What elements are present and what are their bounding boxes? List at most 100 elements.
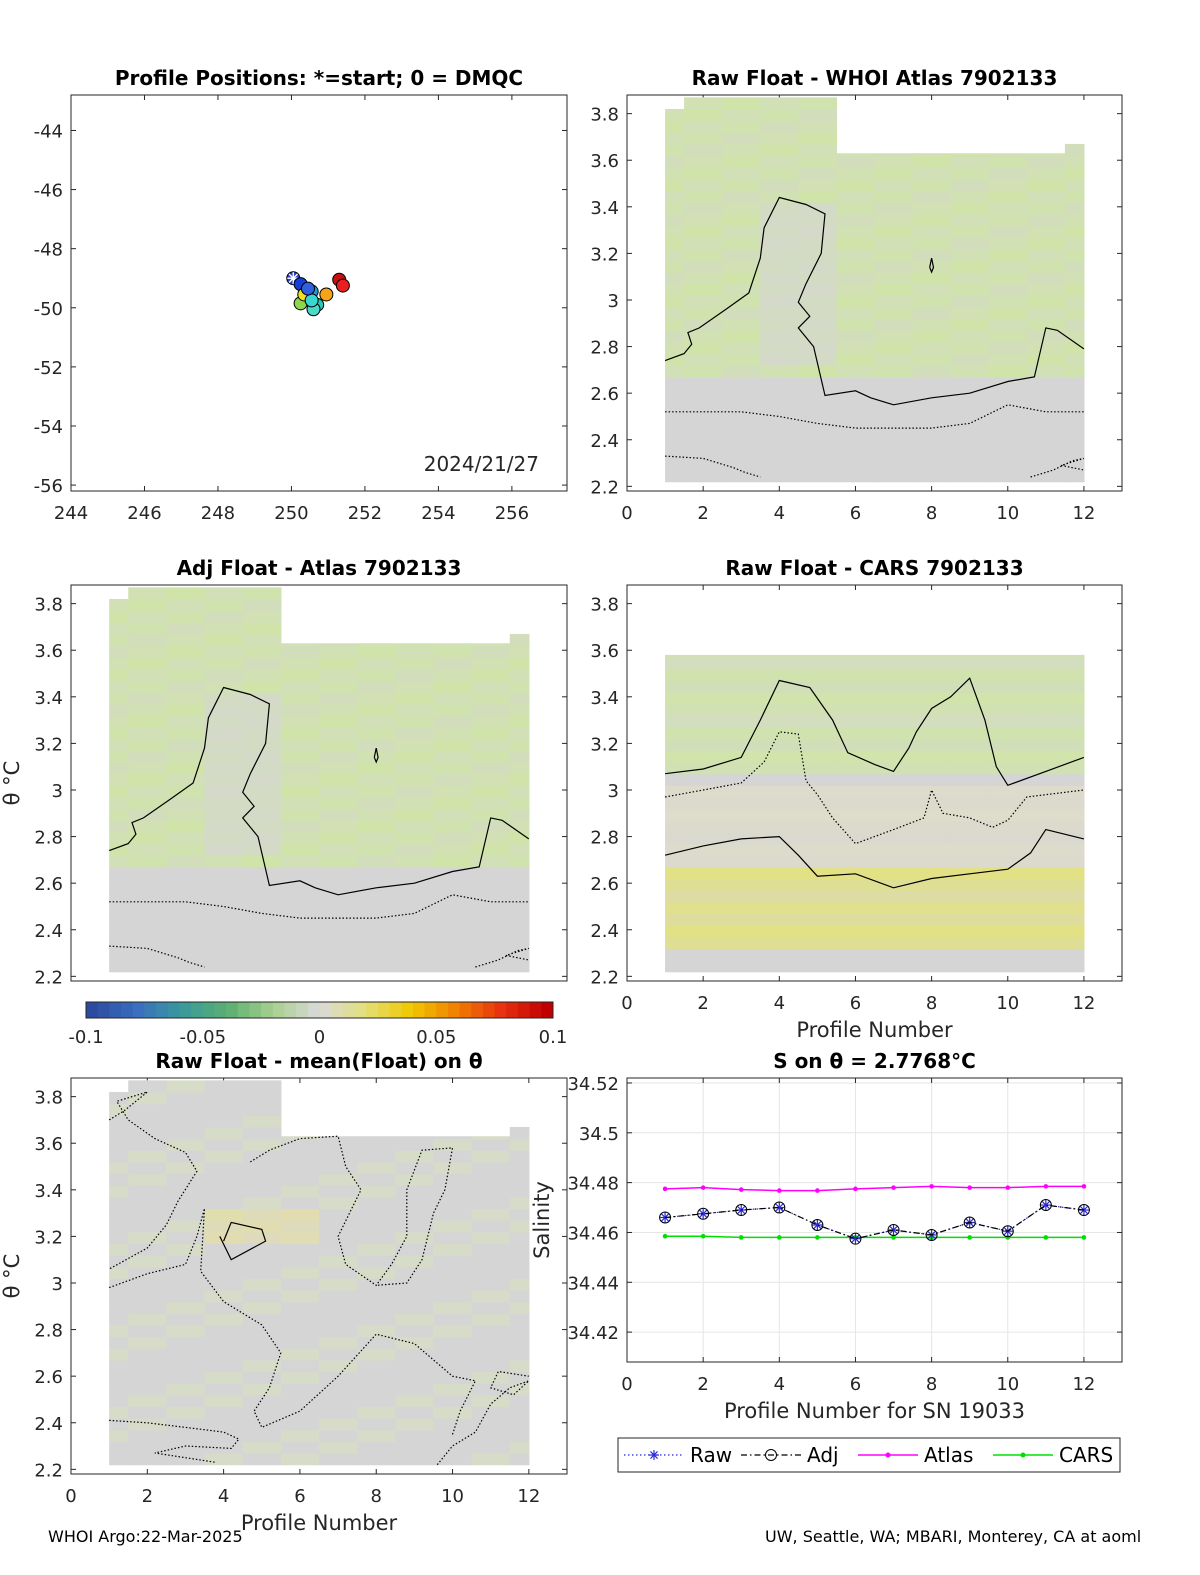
heatmap-cell [1026, 470, 1066, 483]
heatmap-cell [950, 283, 990, 296]
heatmap-cell [204, 727, 244, 740]
heatmap-cell [684, 306, 723, 320]
series-point-raw [661, 1213, 670, 1222]
heatmap-cell [109, 1091, 129, 1105]
series-point-adj [773, 1201, 786, 1214]
heatmap-cell [950, 715, 990, 728]
heatmap-cell [665, 855, 685, 868]
heatmap-cell [988, 446, 1028, 459]
heatmap-cell [950, 237, 990, 250]
heatmap-cell [665, 365, 685, 378]
heatmap-cell [798, 750, 838, 763]
heatmap-cell [836, 727, 876, 740]
heatmap-cell [128, 645, 167, 658]
heatmap-cell [280, 948, 320, 961]
heatmap-cell [109, 831, 129, 845]
heatmap-cell [722, 866, 761, 880]
heatmap-cell [204, 948, 244, 961]
heatmap-cell [988, 411, 1028, 425]
colorbar-cell [529, 1002, 542, 1018]
heatmap-cell [665, 913, 685, 926]
heatmap-cell [760, 97, 799, 110]
heatmap-cell [357, 948, 396, 961]
heatmap-cell [204, 843, 244, 856]
heatmap-cell [357, 645, 396, 658]
heatmap-cell [242, 820, 282, 833]
heatmap-cell [242, 1429, 282, 1442]
heatmap-cell [1026, 680, 1066, 693]
heatmap-cell [280, 1255, 320, 1268]
heatmap-cell [760, 738, 799, 751]
heatmap-cell [166, 622, 206, 635]
heatmap-cell [128, 1371, 167, 1384]
heatmap-cell [509, 1418, 530, 1431]
heatmap-cell [471, 1136, 511, 1140]
heatmap-cell [798, 738, 838, 751]
heatmap-cell [319, 703, 358, 717]
heatmap-cell [988, 248, 1028, 261]
heatmap-cell [1026, 155, 1066, 168]
heatmap-cell [912, 330, 952, 343]
heatmap-cell [319, 1289, 358, 1303]
heatmap-cell [109, 645, 129, 658]
heatmap-cell [357, 762, 396, 775]
heatmap-cell [166, 692, 206, 705]
heatmap-cell [874, 435, 914, 448]
y-tick-label: 34.46 [567, 1223, 619, 1244]
y-tick-label: 2.2 [590, 967, 619, 988]
heatmap-cell [109, 1138, 129, 1151]
heatmap-cell [280, 901, 320, 915]
y-tick-label: 34.52 [567, 1074, 619, 1095]
heatmap-cell [722, 330, 761, 343]
heatmap-cell [109, 1185, 129, 1198]
heatmap-cell [166, 633, 206, 647]
heatmap-cell [242, 1359, 282, 1373]
heatmap-cell [836, 178, 876, 192]
heatmap-cell [1026, 820, 1066, 833]
heatmap-cell [950, 423, 990, 436]
heatmap-cell [242, 773, 282, 786]
heatmap-cell [665, 762, 685, 775]
heatmap-cell [684, 400, 723, 413]
heatmap-cell [395, 680, 435, 693]
heatmap-cell [109, 1429, 129, 1442]
heatmap-cell [242, 948, 282, 961]
heatmap-cell [950, 470, 990, 483]
heatmap-cell [433, 925, 473, 938]
heatmap-cell [1026, 318, 1066, 331]
heatmap-cell [357, 866, 396, 880]
heatmap-cell [395, 1429, 435, 1442]
heatmap-cell [760, 866, 799, 880]
heatmap-cell [319, 645, 358, 658]
heatmap-cell [242, 1394, 282, 1408]
heatmap-cell [166, 1336, 206, 1349]
heatmap-cell [1064, 178, 1085, 192]
heatmap-cell [395, 1220, 435, 1233]
contour-line [108, 686, 530, 896]
heatmap-cell [665, 190, 685, 203]
heatmap-cell [109, 762, 129, 775]
x-tick-label: 12 [517, 1486, 540, 1507]
heatmap-cell [950, 330, 990, 343]
heatmap-cell [166, 587, 206, 600]
heatmap-cell [166, 1371, 206, 1384]
heatmap-cell [319, 1173, 358, 1186]
heatmap-cell [128, 1383, 167, 1396]
heatmap-cell [1026, 668, 1066, 682]
heatmap-cell [204, 762, 244, 775]
heatmap-cell [433, 773, 473, 786]
heatmap-cell [395, 831, 435, 845]
plot-frame [70, 1077, 568, 1475]
heatmap-cell [912, 960, 952, 973]
x-tick-label: 12 [1072, 993, 1095, 1014]
heatmap-cell [836, 295, 876, 308]
heatmap-cell [950, 657, 990, 670]
series-point-atlas [967, 1185, 972, 1190]
colorbar-cell [447, 1002, 461, 1018]
heatmap-cell [166, 598, 206, 612]
heatmap-cell [204, 1371, 244, 1384]
heatmap-cell [395, 866, 435, 880]
heatmap-cell [395, 808, 435, 821]
heatmap-cell [128, 703, 167, 717]
heatmap-cell [109, 1313, 129, 1326]
